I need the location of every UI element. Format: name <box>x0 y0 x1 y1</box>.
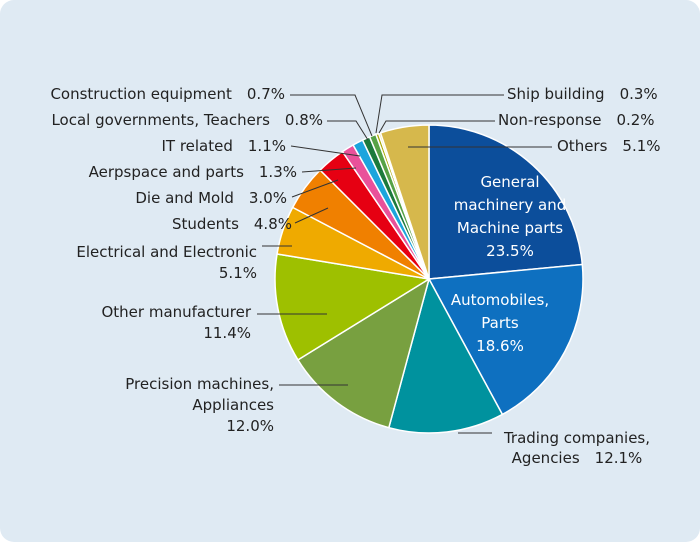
slice-label-other-manufacturer: Other manufacturer 11.4% <box>101 303 251 342</box>
slice-label-precision-machines-appliances: Precision machines, Appliances 12.0% <box>125 375 274 435</box>
pie-slice-general-machinery-and-machine-parts <box>428 124 584 280</box>
slice-label-others: Others 5.1% <box>557 137 661 155</box>
leader-line-aerpspace-and-parts <box>301 167 357 173</box>
slice-label-general-machinery-and-machine-parts: General machinery and Machine parts 23.5% <box>454 173 567 260</box>
leader-line-local-governments-teachers <box>327 120 369 141</box>
slice-label-non-response: Non-response 0.2% <box>498 111 655 129</box>
slice-label-automobiles-parts: Automobiles, Parts 18.6% <box>451 291 549 355</box>
leader-line-die-and-mold <box>291 179 339 198</box>
slice-label-die-and-mold: Die and Mold 3.0% <box>135 189 287 207</box>
leader-line-it-related <box>290 145 361 157</box>
slice-label-trading-companies-agencies: Trading companies, Agencies 12.1% <box>503 429 650 467</box>
slice-label-students: Students 4.8% <box>172 215 292 233</box>
pie-slice-other-manufacturer <box>274 253 430 361</box>
slice-label-aerpspace-and-parts: Aerpspace and parts 1.3% <box>89 163 297 181</box>
pie-slice-others <box>379 124 430 280</box>
pie-slice-trading-companies-agencies <box>388 278 504 434</box>
leader-line-non-response <box>378 120 495 134</box>
pie-slice-automobiles-parts <box>428 263 584 416</box>
leader-line-ship-building <box>375 94 504 134</box>
leader-line-construction-equipment <box>290 94 373 137</box>
leader-line-students <box>294 207 329 224</box>
slice-label-ship-building: Ship building 0.3% <box>507 85 658 103</box>
slice-label-local-governments-teachers: Local governments, Teachers 0.8% <box>51 111 323 129</box>
slice-label-construction-equipment: Construction equipment 0.7% <box>50 85 285 103</box>
slice-label-electrical-and-electronic: Electrical and Electronic 5.1% <box>76 243 257 282</box>
slice-label-it-related: IT related 1.1% <box>161 137 286 155</box>
pie-slice-precision-machines-appliances <box>297 278 430 429</box>
